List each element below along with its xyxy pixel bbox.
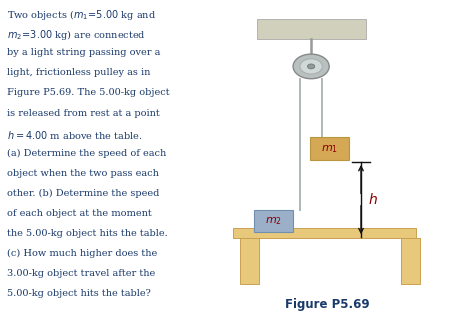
Text: Figure P5.69. The 5.00-kg object: Figure P5.69. The 5.00-kg object (7, 88, 170, 98)
Circle shape (300, 59, 323, 74)
Text: 3.00-kg object travel after the: 3.00-kg object travel after the (7, 269, 155, 278)
Text: the 5.00-kg object hits the table.: the 5.00-kg object hits the table. (7, 229, 168, 238)
Bar (401, 238, 420, 284)
Text: $h = 4.00$ m above the table.: $h = 4.00$ m above the table. (7, 129, 143, 141)
Bar (233, 228, 416, 238)
Text: (c) How much higher does the: (c) How much higher does the (7, 249, 157, 258)
Text: (a) Determine the speed of each: (a) Determine the speed of each (7, 149, 166, 158)
Circle shape (293, 54, 329, 79)
Bar (240, 238, 259, 284)
Text: other. (b) Determine the speed: other. (b) Determine the speed (7, 189, 160, 198)
Bar (256, 19, 366, 39)
Text: Two objects ($m_1\!=\!5.00$ kg and: Two objects ($m_1\!=\!5.00$ kg and (7, 8, 156, 22)
Circle shape (307, 64, 315, 69)
Bar (254, 210, 293, 232)
Text: $m_2\!=\!3.00$ kg) are connected: $m_2\!=\!3.00$ kg) are connected (7, 28, 146, 42)
Text: $m_2$: $m_2$ (265, 215, 282, 226)
Text: by a light string passing over a: by a light string passing over a (7, 48, 161, 57)
Text: object when the two pass each: object when the two pass each (7, 169, 159, 178)
Text: $m_1$: $m_1$ (321, 143, 338, 155)
Bar (310, 137, 349, 160)
Text: is released from rest at a point: is released from rest at a point (7, 109, 160, 118)
Text: 5.00-kg object hits the table?: 5.00-kg object hits the table? (7, 289, 151, 298)
Text: $h$: $h$ (368, 192, 378, 207)
Text: Figure P5.69: Figure P5.69 (285, 298, 370, 311)
Text: light, frictionless pulley as in: light, frictionless pulley as in (7, 68, 151, 77)
Text: of each object at the moment: of each object at the moment (7, 209, 152, 218)
